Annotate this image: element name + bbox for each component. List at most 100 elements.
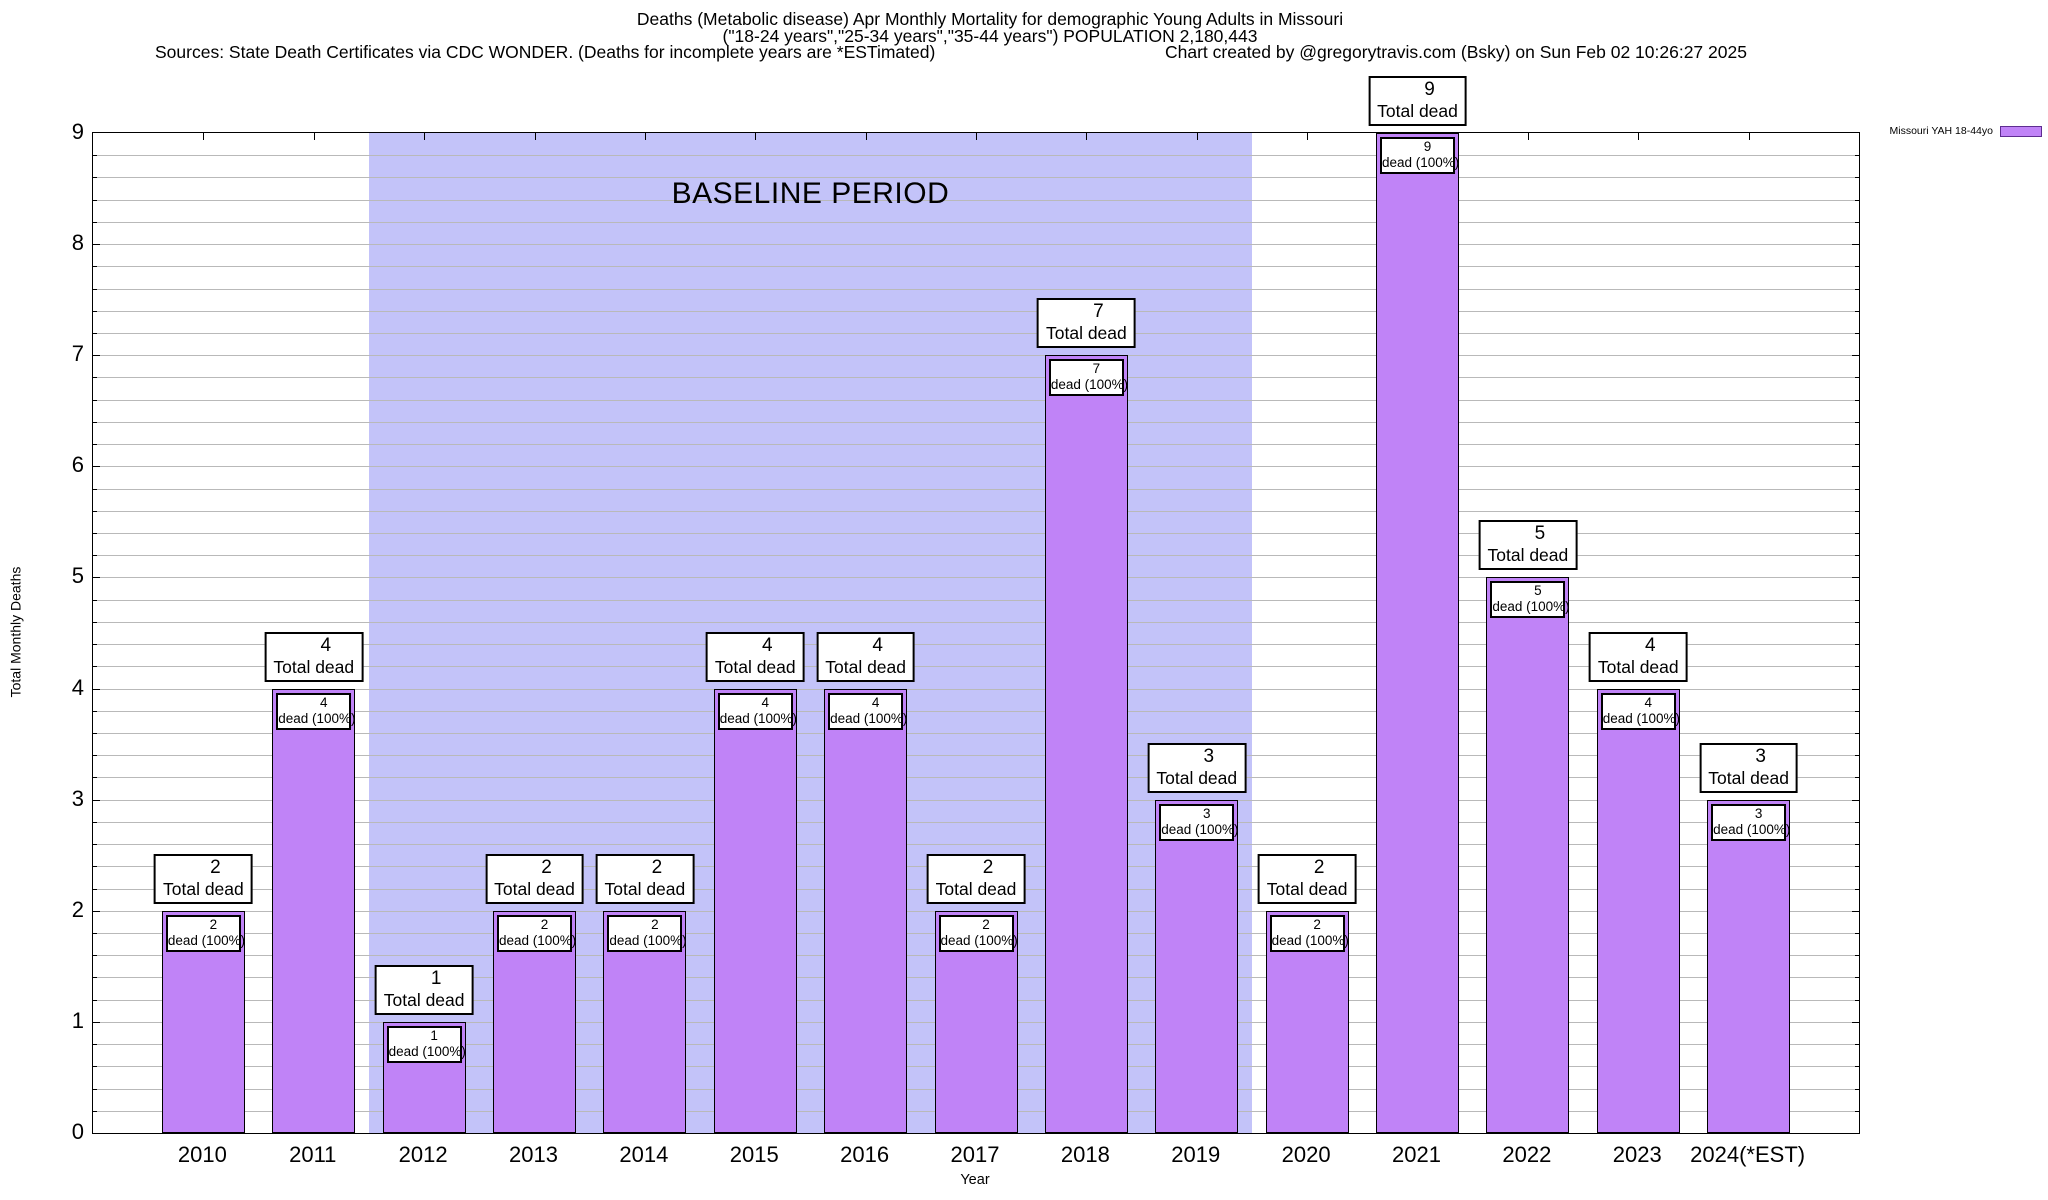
x-tick-label-2021: 2021: [1392, 1142, 1441, 1167]
bar-inner-count: 4: [871, 694, 880, 710]
bar-inner-annotation-2017: 2 dead (100%): [938, 914, 1018, 952]
bar-2012: 1 dead (100%): [382, 1021, 466, 1133]
y-axis-tick: [1855, 821, 1859, 823]
bar-inner-count: 2: [209, 916, 218, 932]
gridline: [93, 421, 1859, 423]
y-axis-tick: [1855, 510, 1859, 512]
bar-total-label: Total dead: [1708, 767, 1790, 788]
y-axis-tick: [93, 444, 97, 446]
bar-inner-label: dead (100%): [278, 710, 356, 726]
x-tick-label-2023: 2023: [1612, 1142, 1662, 1167]
bar-2013: 2 dead (100%): [493, 910, 576, 1133]
bar-total-annotation-2017: 2 Total dead: [926, 853, 1026, 904]
y-axis-tick: [93, 177, 97, 179]
gridline: [93, 377, 1859, 379]
x-tick-label-2014: 2014: [619, 1142, 669, 1167]
gridline: [93, 199, 1859, 201]
y-axis-tick: [93, 1044, 97, 1046]
x-tick-label-2011: 2011: [289, 1142, 337, 1167]
y-axis-tick: [93, 577, 100, 579]
y-tick-label-3: 3: [71, 785, 84, 811]
gridline: [93, 444, 1859, 446]
bar-2019: 3 dead (100%): [1155, 799, 1239, 1133]
bar-total-annotation-2022: 5 Total dead: [1478, 520, 1578, 571]
x-tick-label-2013: 2013: [509, 1142, 558, 1167]
bar-inner-label: dead (100%): [1602, 710, 1681, 726]
y-axis-tick: [1855, 977, 1859, 979]
bar-total-label: Total dead: [714, 656, 796, 677]
y-axis-tick: [93, 910, 100, 912]
gridline: [93, 466, 1859, 468]
bar-total-count: 2: [1313, 856, 1325, 878]
bar-total-count: 5: [1534, 523, 1546, 545]
gridline: [93, 644, 1859, 646]
bar-total-annotation-2021: 9 Total dead: [1368, 76, 1467, 126]
gridline: [93, 266, 1859, 268]
bar-inner-annotation-2011: 4 dead (100%): [276, 692, 356, 730]
y-axis-tick: [93, 844, 97, 846]
y-axis-tick: [93, 466, 100, 468]
y-axis-tick: [93, 955, 97, 957]
bar-inner-label: dead (100%): [167, 932, 246, 948]
gridline: [93, 688, 1859, 690]
gridline: [93, 155, 1859, 157]
gridline: [93, 555, 1859, 557]
gridline: [93, 510, 1859, 512]
y-axis-tick: [93, 866, 97, 868]
bar-total-annotation-2013: 2 Total dead: [485, 853, 584, 904]
sources-note: Sources: State Death Certificates via CD…: [155, 42, 936, 62]
bar-total-annotation-2020: 2 Total dead: [1257, 853, 1357, 904]
bar-inner-annotation-2020: 2 dead (100%): [1269, 914, 1349, 952]
y-axis-tick: [93, 666, 97, 668]
y-axis-tick: [1855, 755, 1859, 757]
y-axis-tick: [1855, 999, 1859, 1001]
y-axis-tick: [93, 555, 97, 557]
y-axis-tick: [1855, 710, 1859, 712]
bar-2018: 7 dead (100%): [1044, 355, 1128, 1133]
y-axis-tick: [93, 244, 100, 246]
y-axis-tick: [1855, 1088, 1859, 1090]
gridline: [93, 221, 1859, 223]
gridline: [93, 288, 1859, 290]
bar-total-annotation-2024(*EST): 3 Total dead: [1699, 742, 1799, 793]
y-axis-tick: [93, 710, 97, 712]
x-tick-label-2016: 2016: [840, 1142, 890, 1167]
bar-total-annotation-2011: 4 Total dead: [264, 631, 364, 682]
x-axis-tick: [644, 133, 646, 140]
y-axis-tick: [93, 333, 97, 334]
legend-label: Missouri YAH 18-44yo: [1889, 125, 1994, 137]
y-tick-label-5: 5: [71, 563, 84, 589]
y-axis-tick: [93, 1066, 97, 1068]
gridline: [93, 577, 1859, 579]
y-axis-tick: [1855, 621, 1859, 623]
bar-total-label: Total dead: [494, 878, 575, 899]
y-axis-tick: [1855, 933, 1859, 934]
gridline: [93, 488, 1859, 490]
x-tick-label-2020: 2020: [1281, 1142, 1331, 1167]
x-axis-tick: [534, 133, 536, 140]
bar-inner-label: dead (100%): [719, 710, 798, 726]
y-axis-tick: [93, 599, 97, 601]
y-axis-tick: [1855, 533, 1859, 534]
y-axis-tick: [1852, 466, 1859, 468]
y-axis-tick: [93, 821, 97, 823]
y-axis-tick: [1855, 888, 1859, 890]
x-tick-label-2022: 2022: [1502, 1142, 1552, 1167]
bar-inner-annotation-2018: 7 dead (100%): [1048, 359, 1128, 397]
bar-total-count: 4: [872, 634, 883, 656]
x-tick-label-2019: 2019: [1171, 1142, 1221, 1167]
bar-inner-annotation-2016: 4 dead (100%): [828, 692, 907, 730]
bar-inner-label: dead (100%): [940, 932, 1018, 948]
bar-total-label: Total dead: [1487, 545, 1569, 566]
bar-total-label: Total dead: [162, 878, 244, 899]
bar-inner-label: dead (100%): [1161, 821, 1239, 837]
bar-2023: 4 dead (100%): [1596, 688, 1681, 1133]
y-axis-tick: [93, 777, 97, 779]
y-axis-tick: [93, 488, 97, 490]
bar-inner-annotation-2023: 4 dead (100%): [1600, 692, 1681, 730]
bar-total-annotation-2016: 4 Total dead: [816, 631, 916, 682]
bar-inner-count: 3: [1754, 805, 1763, 821]
gridline: [93, 821, 1859, 823]
y-axis-tick: [93, 644, 97, 646]
